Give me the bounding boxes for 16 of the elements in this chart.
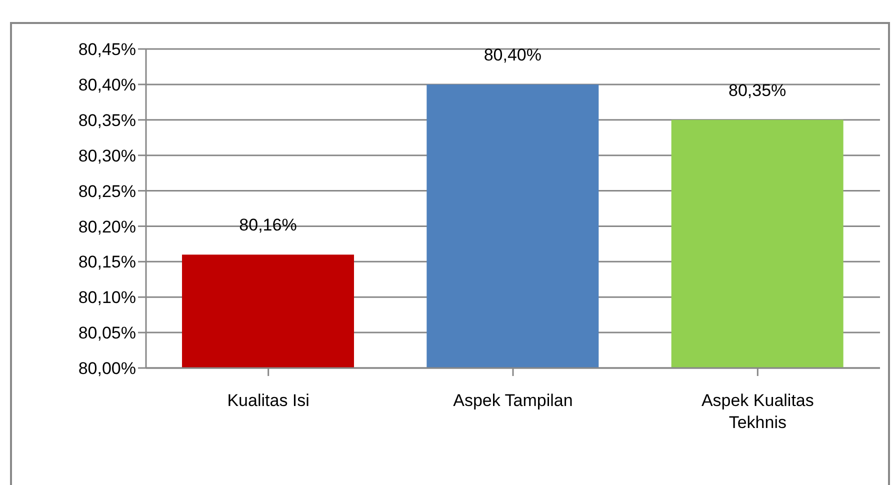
y-tick-label: 80,15% (78, 252, 136, 272)
y-tick-label: 80,40% (78, 75, 136, 94)
y-tick-label: 80,05% (78, 324, 136, 343)
data-label: 80,40% (484, 45, 542, 64)
data-label: 80,16% (239, 216, 297, 235)
y-tick-label: 80,35% (78, 110, 136, 130)
y-tick-label: 80,00% (78, 359, 136, 378)
y-tick-label: 80,45% (78, 40, 136, 60)
y-tick-label: 80,30% (78, 146, 136, 166)
x-tick-label: Aspek Tampilan (453, 391, 573, 410)
y-tick-label: 80,25% (78, 182, 136, 201)
y-tick-label: 80,10% (78, 288, 136, 308)
y-tick-label: 80,20% (78, 217, 136, 236)
x-tick-label: Aspek Kualitas Tekhnis (701, 391, 814, 432)
x-tick-label: Kualitas Isi (227, 391, 310, 410)
data-label: 80,35% (728, 80, 786, 100)
